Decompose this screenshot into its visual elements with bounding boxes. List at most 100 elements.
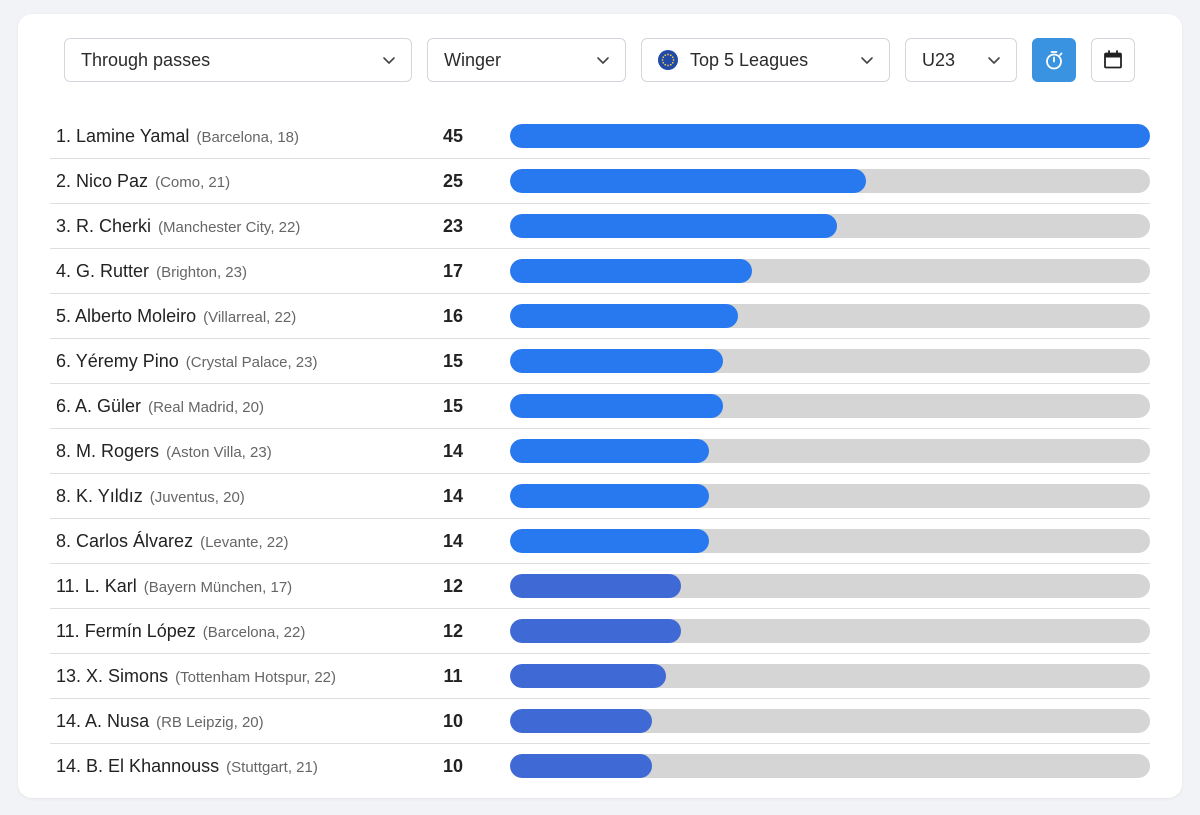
player-row[interactable]: 13. X. Simons (Tottenham Hotspur, 22) 11 [50,654,1150,699]
bar [510,214,838,238]
bar-track [510,349,1150,373]
player-club-age: (Real Madrid, 20) [148,399,264,416]
player-label: 6. Yéremy Pino (Crystal Palace, 23) [56,339,317,383]
chevron-down-icon [988,57,1000,64]
calendar-icon [1104,50,1122,69]
player-name: X. Simons [86,666,169,686]
position-select-value: Winger [444,49,502,70]
bar [510,664,667,688]
data-label: 15 [442,351,464,371]
data-label: 10 [442,756,464,776]
leaderboard-card: Through passes Winger Top 5 Leagues [18,14,1182,798]
eu-flag-icon [658,50,678,70]
player-label: 13. X. Simons (Tottenham Hotspur, 22) [56,654,336,698]
data-label: 23 [442,216,464,236]
player-label: 14. A. Nusa (RB Leipzig, 20) [56,699,264,743]
bar [510,349,724,373]
bar [510,619,681,643]
data-label: 14 [442,531,464,551]
bar-track [510,169,1150,193]
player-row[interactable]: 5. Alberto Moleiro (Villarreal, 22) 16 [50,294,1150,339]
bar [510,574,681,598]
player-row[interactable]: 3. R. Cherki (Manchester City, 22) 23 [50,204,1150,249]
player-row[interactable]: 14. B. El Khannouss (Stuttgart, 21) 10 [50,744,1150,788]
player-label: 3. R. Cherki (Manchester City, 22) [56,204,300,248]
per-90-toggle-button[interactable] [1032,38,1076,82]
bar-track [510,439,1150,463]
player-rank: 8. [56,531,72,551]
player-rank: 11. [56,576,80,596]
ranking-chart: 1. Lamine Yamal (Barcelona, 18) 45 2. Nico… [50,114,1150,788]
player-row[interactable]: 11. Fermín López (Barcelona, 22) 12 [50,609,1150,654]
age-group-select[interactable]: U23 [905,38,1017,82]
player-club-age: (Como, 21) [155,174,231,191]
metric-select[interactable]: Through passes [64,38,412,82]
player-rank: 5. [56,306,72,326]
data-label: 45 [442,126,464,146]
player-rank: 2. [56,171,72,191]
player-row[interactable]: 2. Nico Paz (Como, 21) 25 [50,159,1150,204]
bar-track [510,124,1150,148]
player-rank: 4. [56,261,72,281]
player-name: Alberto Moleiro [75,306,197,326]
bar [510,439,710,463]
bar-track [510,574,1150,598]
player-label: 1. Lamine Yamal (Barcelona, 18) [56,114,299,158]
bar-track [510,304,1150,328]
player-name: A. Nusa [85,711,150,731]
data-label: 25 [442,171,464,191]
player-name: G. Rutter [76,261,150,281]
player-row[interactable]: 11. L. Karl (Bayern München, 17) 12 [50,564,1150,609]
player-rank: 11. [56,621,80,641]
bar-track [510,259,1150,283]
season-calendar-button[interactable] [1091,38,1135,82]
player-label: 14. B. El Khannouss (Stuttgart, 21) [56,744,318,788]
player-rank: 14. [56,756,82,776]
player-row[interactable]: 4. G. Rutter (Brighton, 23) 17 [50,249,1150,294]
bar-track [510,214,1150,238]
player-row[interactable]: 14. A. Nusa (RB Leipzig, 20) 10 [50,699,1150,744]
data-label: 17 [442,261,464,281]
player-club-age: (Barcelona, 22) [202,624,306,641]
player-row[interactable]: 8. K. Yıldız (Juventus, 20) 14 [50,474,1150,519]
player-name: Carlos Álvarez [76,531,194,551]
stopwatch-icon [1046,51,1063,70]
player-club-age: (Bayern München, 17) [143,579,293,596]
player-label: 6. A. Güler (Real Madrid, 20) [56,384,264,428]
bar [510,169,866,193]
position-select[interactable]: Winger [427,38,626,82]
player-club-age: (Manchester City, 22) [158,219,301,236]
data-label: 10 [442,711,464,731]
age-group-select-value: U23 [922,49,956,70]
chevron-down-icon [383,57,395,64]
data-label: 12 [442,621,464,641]
player-name: Fermín López [84,621,196,641]
player-name: Nico Paz [76,171,149,191]
player-club-age: (Villarreal, 22) [203,309,297,326]
player-row[interactable]: 1. Lamine Yamal (Barcelona, 18) 45 [50,114,1150,159]
player-club-age: (Stuttgart, 21) [226,759,318,776]
player-row[interactable]: 6. Yéremy Pino (Crystal Palace, 23) 15 [50,339,1150,384]
player-label: 4. G. Rutter (Brighton, 23) [56,249,247,293]
player-row[interactable]: 6. A. Güler (Real Madrid, 20) 15 [50,384,1150,429]
player-label: 8. Carlos Álvarez (Levante, 22) [56,519,288,563]
player-name: Lamine Yamal [76,126,190,146]
competition-select[interactable]: Top 5 Leagues [641,38,890,82]
player-label: 8. K. Yıldız (Juventus, 20) [56,474,245,518]
bar [510,529,710,553]
player-row[interactable]: 8. M. Rogers (Aston Villa, 23) 14 [50,429,1150,474]
player-rank: 3. [56,216,72,236]
data-label: 16 [442,306,464,326]
player-row[interactable]: 8. Carlos Álvarez (Levante, 22) 14 [50,519,1150,564]
competition-select-value: Top 5 Leagues [690,49,809,70]
player-name: R. Cherki [76,216,152,236]
bar [510,124,1150,148]
metric-select-value: Through passes [81,49,211,70]
player-label: 11. L. Karl (Bayern München, 17) [56,564,292,608]
bar [510,259,752,283]
bar [510,754,653,778]
player-name: B. El Khannouss [86,756,220,776]
filter-bar: Through passes Winger Top 5 Leagues [18,38,1182,82]
player-club-age: (Aston Villa, 23) [166,444,272,461]
player-club-age: (Barcelona, 18) [196,129,300,146]
